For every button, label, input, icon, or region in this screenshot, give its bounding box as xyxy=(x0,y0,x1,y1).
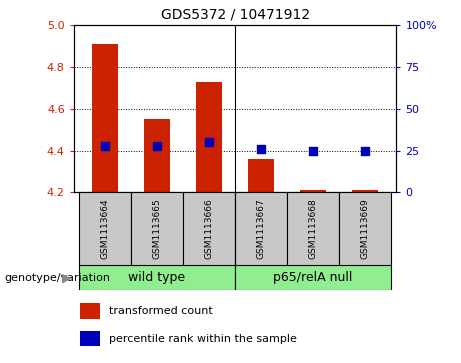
Bar xyxy=(80,331,100,346)
FancyBboxPatch shape xyxy=(79,265,235,290)
FancyBboxPatch shape xyxy=(131,192,183,265)
Text: percentile rank within the sample: percentile rank within the sample xyxy=(109,334,297,344)
Text: p65/relA null: p65/relA null xyxy=(273,271,353,284)
Bar xyxy=(300,190,326,192)
Text: GSM1113669: GSM1113669 xyxy=(361,198,370,259)
Text: ▶: ▶ xyxy=(62,271,72,284)
Bar xyxy=(92,44,118,192)
Point xyxy=(206,139,213,145)
FancyBboxPatch shape xyxy=(287,192,339,265)
Point xyxy=(257,146,265,151)
FancyBboxPatch shape xyxy=(235,265,391,290)
Text: GSM1113666: GSM1113666 xyxy=(205,198,213,259)
Bar xyxy=(352,190,378,192)
Point xyxy=(101,144,109,150)
Text: wild type: wild type xyxy=(129,271,186,284)
Point xyxy=(309,148,317,154)
Point xyxy=(361,148,369,154)
Text: transformed count: transformed count xyxy=(109,306,213,316)
FancyBboxPatch shape xyxy=(339,192,391,265)
Text: GSM1113665: GSM1113665 xyxy=(153,198,161,259)
Point xyxy=(154,144,161,150)
Bar xyxy=(80,303,100,319)
Bar xyxy=(144,119,170,192)
FancyBboxPatch shape xyxy=(79,192,131,265)
Bar xyxy=(196,82,222,192)
Text: GSM1113668: GSM1113668 xyxy=(309,198,318,259)
Bar xyxy=(248,159,274,192)
Title: GDS5372 / 10471912: GDS5372 / 10471912 xyxy=(160,8,310,21)
Text: GSM1113667: GSM1113667 xyxy=(257,198,266,259)
FancyBboxPatch shape xyxy=(183,192,235,265)
FancyBboxPatch shape xyxy=(235,192,287,265)
Text: genotype/variation: genotype/variation xyxy=(5,273,111,283)
Text: GSM1113664: GSM1113664 xyxy=(100,198,110,259)
